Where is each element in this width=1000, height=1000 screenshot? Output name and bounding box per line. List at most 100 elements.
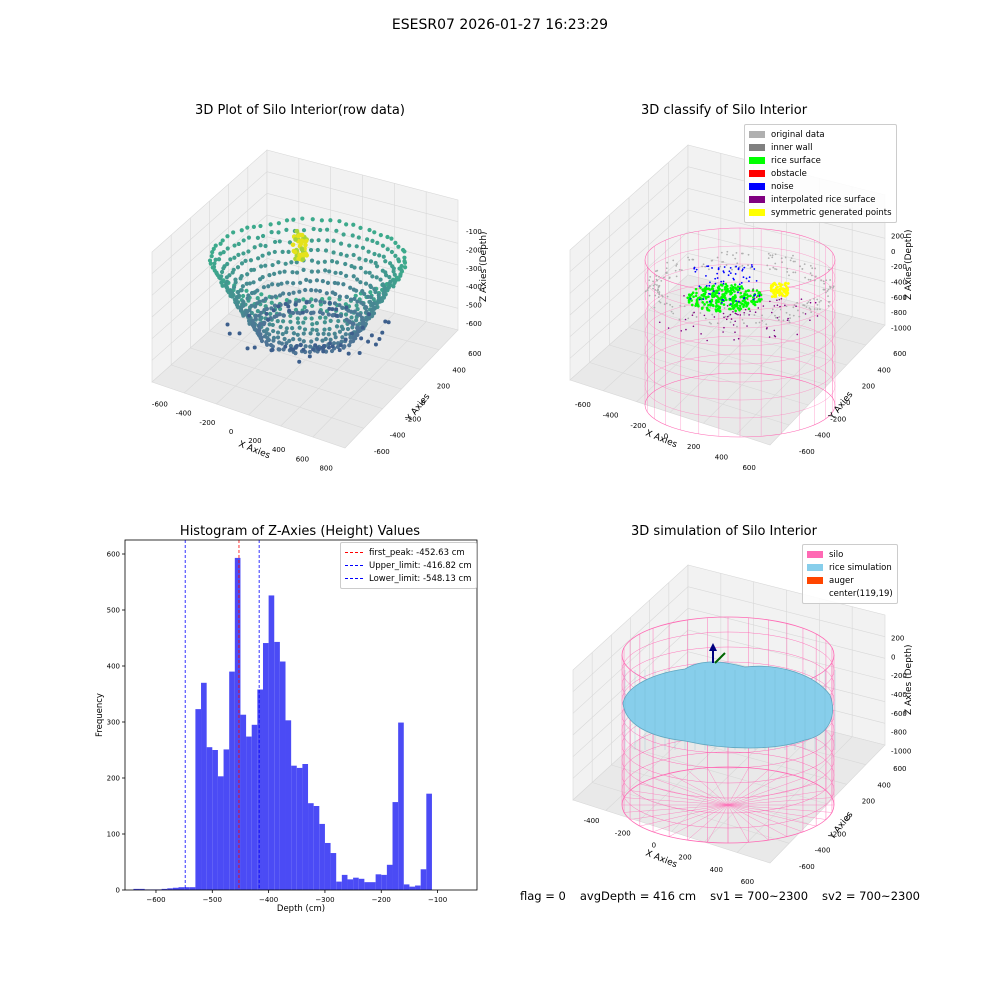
- symmetric-point: [783, 294, 787, 298]
- noise-point: [729, 303, 732, 305]
- original-point: [816, 308, 819, 311]
- scatter-point: [369, 333, 374, 338]
- peak-point: [290, 242, 296, 248]
- rice-surface-point: [697, 304, 700, 308]
- scatter-point: [291, 337, 296, 342]
- legend-entry: Upper_limit: -416.82 cm: [345, 559, 472, 572]
- original-point: [658, 291, 661, 293]
- interpolated-point: [734, 320, 736, 323]
- histogram-bar: [308, 803, 314, 890]
- symmetric-point: [782, 287, 785, 291]
- histogram-bar: [178, 887, 185, 890]
- original-point: [666, 261, 669, 264]
- scatter-point: [270, 262, 275, 268]
- y-tick-label: 600: [468, 350, 481, 358]
- scatter-point: [260, 233, 266, 239]
- scatter-point: [309, 288, 314, 293]
- original-point: [668, 276, 671, 279]
- histogram-bar: [223, 749, 230, 890]
- rice-surface-point: [690, 293, 694, 296]
- interpolated-point: [773, 329, 776, 332]
- scatter-point: [275, 335, 281, 340]
- legend-swatch: [807, 551, 823, 558]
- rice-surface-point: [701, 289, 705, 293]
- scatter-point: [277, 340, 282, 345]
- original-point: [829, 279, 832, 281]
- scatter-point: [311, 310, 316, 315]
- peak-point: [299, 232, 305, 238]
- histogram-bar: [386, 864, 393, 890]
- scatter-point: [267, 322, 272, 327]
- legend-label: symmetric generated points: [771, 207, 892, 218]
- silo-floor-spoke: [707, 767, 729, 806]
- scatter-point: [385, 247, 390, 252]
- rice-surface-point: [744, 290, 748, 293]
- y-tick-label: -200: [405, 415, 421, 423]
- rice-surface-point: [731, 288, 735, 292]
- scatter-point: [315, 247, 320, 253]
- rice-surface-point: [700, 307, 704, 310]
- rice-surface-point: [736, 306, 740, 310]
- scatter-point: [266, 284, 271, 289]
- scatter-point: [261, 285, 267, 290]
- legend-label: noise: [771, 181, 794, 192]
- scatter-point: [399, 267, 404, 273]
- scatter-point: [367, 270, 372, 275]
- noise-point: [753, 268, 756, 270]
- histogram-bar: [291, 765, 297, 890]
- scatter-point: [273, 294, 278, 299]
- scatter-point: [272, 249, 277, 255]
- scatter-point: [236, 293, 242, 298]
- noise-point: [708, 292, 710, 295]
- x-tick-label: -200: [615, 829, 631, 837]
- noise-point: [721, 301, 723, 304]
- scatter-point: [270, 282, 275, 287]
- scatter-point: [323, 268, 328, 273]
- x-tick-label: 200: [678, 854, 691, 862]
- grid-line: [736, 316, 853, 435]
- scatter-point: [351, 252, 356, 258]
- scatter-point: [330, 344, 335, 349]
- interpolated-point: [684, 318, 687, 321]
- scatter-point: [382, 284, 387, 290]
- scatter-point: [311, 347, 316, 352]
- noise-point: [748, 276, 751, 279]
- rice-surface-point: [694, 294, 698, 298]
- y-tick-label: -400: [815, 847, 831, 855]
- silo-floor-spoke: [669, 773, 729, 806]
- noise-point: [729, 298, 732, 300]
- original-point: [669, 303, 671, 306]
- original-point: [832, 285, 835, 288]
- scatter-point: [344, 305, 349, 310]
- original-point: [814, 275, 817, 278]
- interpolated-point: [734, 312, 737, 315]
- original-point: [794, 271, 797, 274]
- scatter-point: [320, 338, 325, 343]
- noise-point: [718, 292, 720, 295]
- z-tick-label: -200: [891, 672, 907, 680]
- peak-point: [292, 249, 298, 255]
- rice-surface-point: [747, 307, 751, 311]
- rice-surface-point: [687, 301, 691, 304]
- scatter-point: [255, 235, 261, 240]
- legend-label: original data: [771, 129, 825, 140]
- y-tick-label: -600: [799, 448, 815, 456]
- rice-surface-point: [749, 294, 752, 298]
- noise-point: [705, 284, 708, 287]
- scatter-point: [385, 234, 390, 240]
- auger-arm: [714, 652, 726, 664]
- scatter-point: [256, 256, 261, 261]
- scatter-point: [297, 359, 302, 364]
- scatter-point: [284, 330, 289, 335]
- noise-point: [743, 266, 746, 269]
- interpolated-point: [746, 325, 748, 327]
- scatter-point: [387, 261, 393, 266]
- interpolated-point: [804, 313, 807, 315]
- histogram-legend: first_peak: -452.63 cm Upper_limit: -416.…: [340, 542, 477, 589]
- legend-label: inner wall: [771, 142, 813, 153]
- scatter-point: [387, 274, 392, 280]
- interpolated-point: [723, 316, 725, 319]
- histogram-bar: [398, 722, 404, 890]
- silo-floor-spoke: [727, 790, 826, 806]
- interpolated-point: [776, 304, 779, 306]
